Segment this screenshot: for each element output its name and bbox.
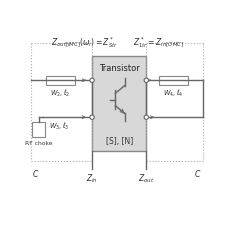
Text: $Z_{in}$: $Z_{in}$ — [86, 171, 98, 184]
Text: $Z_{out[IMC]}(\omega_i) = Z^*_{Str}$: $Z_{out[IMC]}(\omega_i) = Z^*_{Str}$ — [51, 35, 117, 50]
Circle shape — [143, 79, 148, 83]
Circle shape — [89, 116, 94, 120]
Bar — [45, 76, 75, 86]
Text: Transistor: Transistor — [98, 64, 139, 73]
Text: $C$: $C$ — [32, 168, 39, 178]
Bar — [92, 56, 146, 151]
Circle shape — [89, 79, 94, 83]
Text: $W_4, \ell_4$: $W_4, \ell_4$ — [163, 88, 183, 99]
Text: $W_2, \ell_2$: $W_2, \ell_2$ — [50, 88, 70, 99]
Circle shape — [143, 116, 148, 120]
Text: $W_3, \ell_3$: $W_3, \ell_3$ — [49, 120, 69, 131]
Text: [S], [N]: [S], [N] — [105, 136, 132, 145]
Text: RF choke: RF choke — [25, 140, 52, 145]
Text: $Z^*_{1tr} = Z_{in[OMC]}$: $Z^*_{1tr} = Z_{in[OMC]}$ — [133, 35, 183, 50]
Text: $C$: $C$ — [193, 168, 200, 178]
Text: $Z_{out}$: $Z_{out}$ — [138, 171, 154, 184]
Bar — [158, 76, 187, 86]
Bar — [32, 122, 44, 138]
